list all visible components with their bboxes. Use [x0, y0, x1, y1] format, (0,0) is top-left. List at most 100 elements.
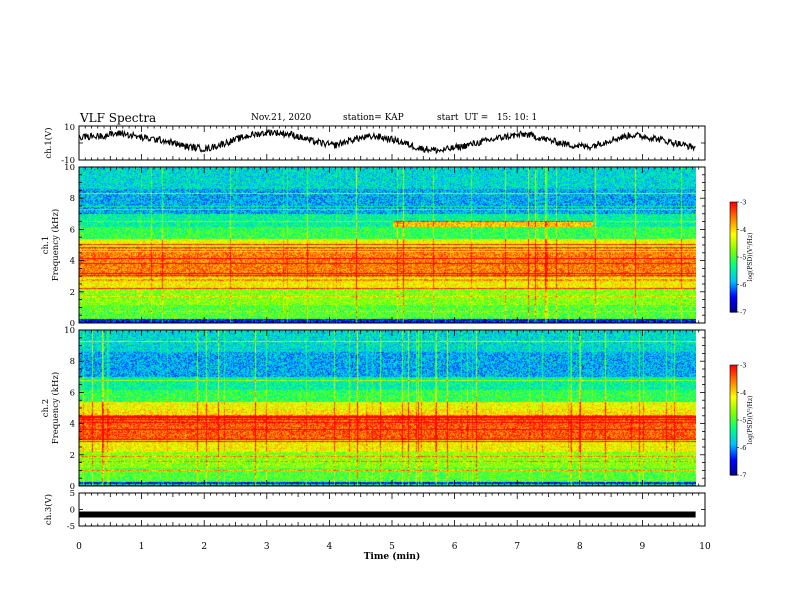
x-tick-label: 7	[514, 542, 520, 552]
ch1-colorbar-tick-label: -5	[740, 254, 746, 262]
ch2-colorbar-label: log(PSD)(V²/Hz)	[747, 396, 754, 445]
colorbar-segment	[730, 425, 737, 428]
colorbar-segment	[730, 366, 737, 370]
colorbar-segment	[730, 462, 737, 465]
colorbar-segment	[730, 246, 737, 249]
colorbar-segment	[730, 216, 737, 220]
colorbar-segment	[730, 374, 737, 377]
colorbar-segment	[730, 251, 737, 254]
colorbar-segment	[730, 379, 737, 383]
colorbar-segment	[730, 213, 737, 216]
colorbar-segment	[730, 266, 737, 269]
colorbar-segment	[730, 418, 737, 421]
colorbar-segment	[730, 269, 737, 273]
colorbar-segment	[730, 440, 737, 443]
x-tick-label: 6	[452, 542, 458, 552]
colorbar-segment	[730, 471, 737, 474]
colorbar-segment	[730, 421, 737, 425]
colorbar-segment	[730, 308, 737, 311]
colorbar-segment	[730, 203, 737, 207]
colorbar-segment	[730, 222, 737, 225]
colorbar-segment	[730, 464, 737, 467]
colorbar-segment	[730, 255, 737, 258]
ch1-colorbar	[729, 201, 739, 313]
colorbar-segment	[730, 436, 737, 439]
colorbar-segment	[730, 247, 737, 251]
colorbar-segment	[730, 240, 737, 243]
colorbar-segment	[730, 469, 737, 472]
ch2-spectrogram-xticks	[78, 330, 706, 486]
colorbar-segment	[730, 271, 737, 275]
colorbar-segment	[730, 209, 737, 212]
colorbar-segment	[730, 249, 737, 253]
ch1-spectrogram-ytick-label: 4	[70, 257, 75, 267]
colorbar-segment	[730, 423, 737, 427]
ch1-colorbar-tick-label: -7	[740, 309, 746, 317]
colorbar-segment	[730, 310, 737, 313]
colorbar-segment	[730, 412, 737, 416]
x-axis-title: Time (min)	[364, 551, 421, 562]
x-tick-label: 3	[264, 542, 270, 552]
colorbar-segment	[730, 284, 737, 287]
station-label: station= KAP	[343, 113, 404, 123]
ch2-colorbar-tick-label: -5	[740, 417, 746, 425]
colorbar-segment	[730, 262, 737, 265]
colorbar-segment	[730, 387, 737, 390]
x-tick-label: 2	[201, 542, 207, 552]
ch2-spectrogram-ytick-label: 2	[70, 451, 75, 461]
colorbar-segment	[730, 370, 737, 373]
ch2-spectrogram-ytick-label: 6	[70, 388, 75, 398]
colorbar-segment	[730, 453, 737, 456]
colorbar-segment	[730, 288, 737, 291]
colorbar-segment	[730, 290, 737, 293]
colorbar-segment	[730, 275, 737, 278]
colorbar-segment	[730, 229, 737, 232]
x-tick-label: 8	[577, 542, 583, 552]
colorbar-segment	[730, 253, 737, 256]
colorbar-segment	[730, 295, 737, 298]
colorbar-segment	[730, 383, 737, 386]
colorbar-segment	[730, 381, 737, 384]
colorbar-segment	[730, 218, 737, 221]
x-tick-label: 5	[389, 542, 395, 552]
colorbar-segment	[730, 306, 737, 309]
ch3-waveform-xticks	[78, 493, 706, 526]
colorbar-segment	[730, 220, 737, 223]
ch2-spectrogram-ytick-label: 0	[70, 482, 75, 492]
colorbar-segment	[730, 458, 737, 461]
ch2-spectrogram-ylabel-frequency: Frequency (kHz)	[50, 372, 61, 444]
start-time-label: start UT = 15: 10: 1	[437, 113, 538, 123]
colorbar-segment	[730, 225, 737, 229]
ch2-spectrogram-yticks	[79, 329, 705, 487]
colorbar-segment	[730, 420, 737, 423]
colorbar-segment	[730, 277, 737, 280]
colorbar-segment	[730, 260, 737, 264]
ch1-waveform-xticks	[78, 126, 706, 160]
colorbar-segment	[730, 473, 737, 476]
ch1-colorbar-tick-label: -3	[740, 199, 746, 207]
colorbar-segment	[730, 429, 737, 432]
ch3-waveform-ytick-label: -5	[67, 522, 75, 532]
colorbar-segment	[730, 236, 737, 240]
ch1-waveform-ylabel: ch.1(V)	[43, 127, 54, 158]
colorbar-segment	[730, 467, 737, 471]
ch2-spectrogram-ylabel-channel: ch.2	[41, 399, 51, 417]
colorbar-segment	[730, 443, 737, 447]
colorbar-segment	[730, 301, 737, 304]
colorbar-segment	[730, 297, 737, 300]
ch1-spectrogram-yticks	[79, 166, 705, 324]
colorbar-segment	[730, 268, 737, 271]
colorbar-segment	[730, 365, 737, 368]
ch1-colorbar-tick-label: -4	[740, 226, 746, 234]
colorbar-segment	[730, 264, 737, 267]
colorbar-segment	[730, 409, 737, 412]
date-label: Nov.21, 2020	[251, 113, 312, 123]
ch2-spectrogram-image	[79, 330, 696, 486]
colorbar-segment	[730, 392, 737, 395]
colorbar-segment	[730, 432, 737, 436]
colorbar-segment	[730, 431, 737, 434]
colorbar-segment	[730, 293, 737, 297]
ch2-colorbar-tick-label: -6	[740, 444, 746, 452]
colorbar-segment	[730, 233, 737, 236]
